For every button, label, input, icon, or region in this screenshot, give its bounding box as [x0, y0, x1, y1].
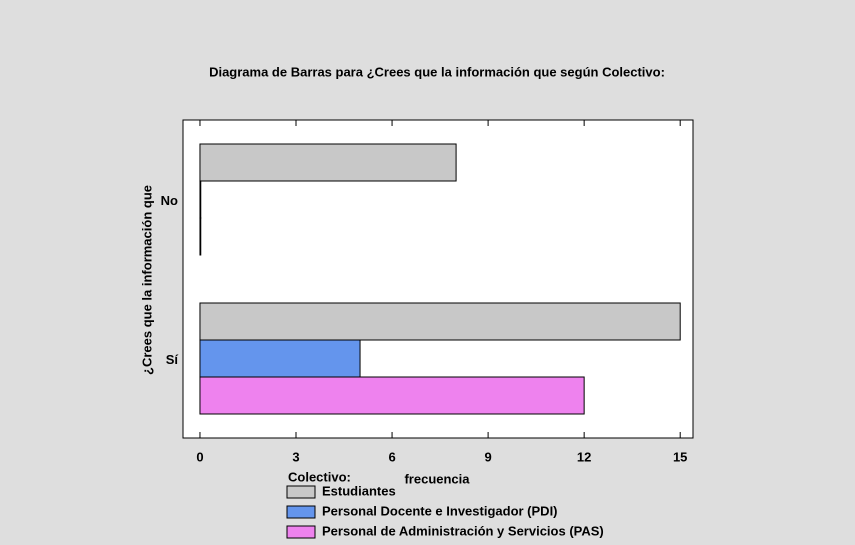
bar	[199, 302, 681, 341]
legend-swatch	[286, 525, 316, 539]
x-tick-label: 15	[673, 449, 687, 464]
x-tick-label: 6	[388, 449, 395, 464]
x-axis-label: frecuencia	[404, 471, 470, 486]
y-tick-label: Sí	[166, 352, 179, 367]
legend-title: Colectivo:	[288, 469, 351, 484]
x-tick-label: 3	[292, 449, 299, 464]
bar	[199, 180, 202, 219]
x-tick-label: 9	[484, 449, 491, 464]
x-tick-label: 12	[577, 449, 591, 464]
legend-label: Estudiantes	[322, 483, 396, 498]
chart-title: Diagrama de Barras para ¿Crees que la in…	[209, 64, 665, 79]
bar	[199, 217, 202, 256]
bar	[199, 339, 361, 378]
legend-label: Personal Docente e Investigador (PDI)	[322, 503, 558, 518]
x-tick-label: 0	[196, 449, 203, 464]
bar	[199, 143, 457, 182]
legend-label: Personal de Administración y Servicios (…	[322, 523, 604, 538]
y-tick-label: No	[161, 193, 178, 208]
y-axis-label: ¿Crees que la información que	[139, 185, 154, 375]
legend-swatch	[286, 485, 316, 499]
bar	[199, 376, 585, 415]
legend-swatch	[286, 505, 316, 519]
